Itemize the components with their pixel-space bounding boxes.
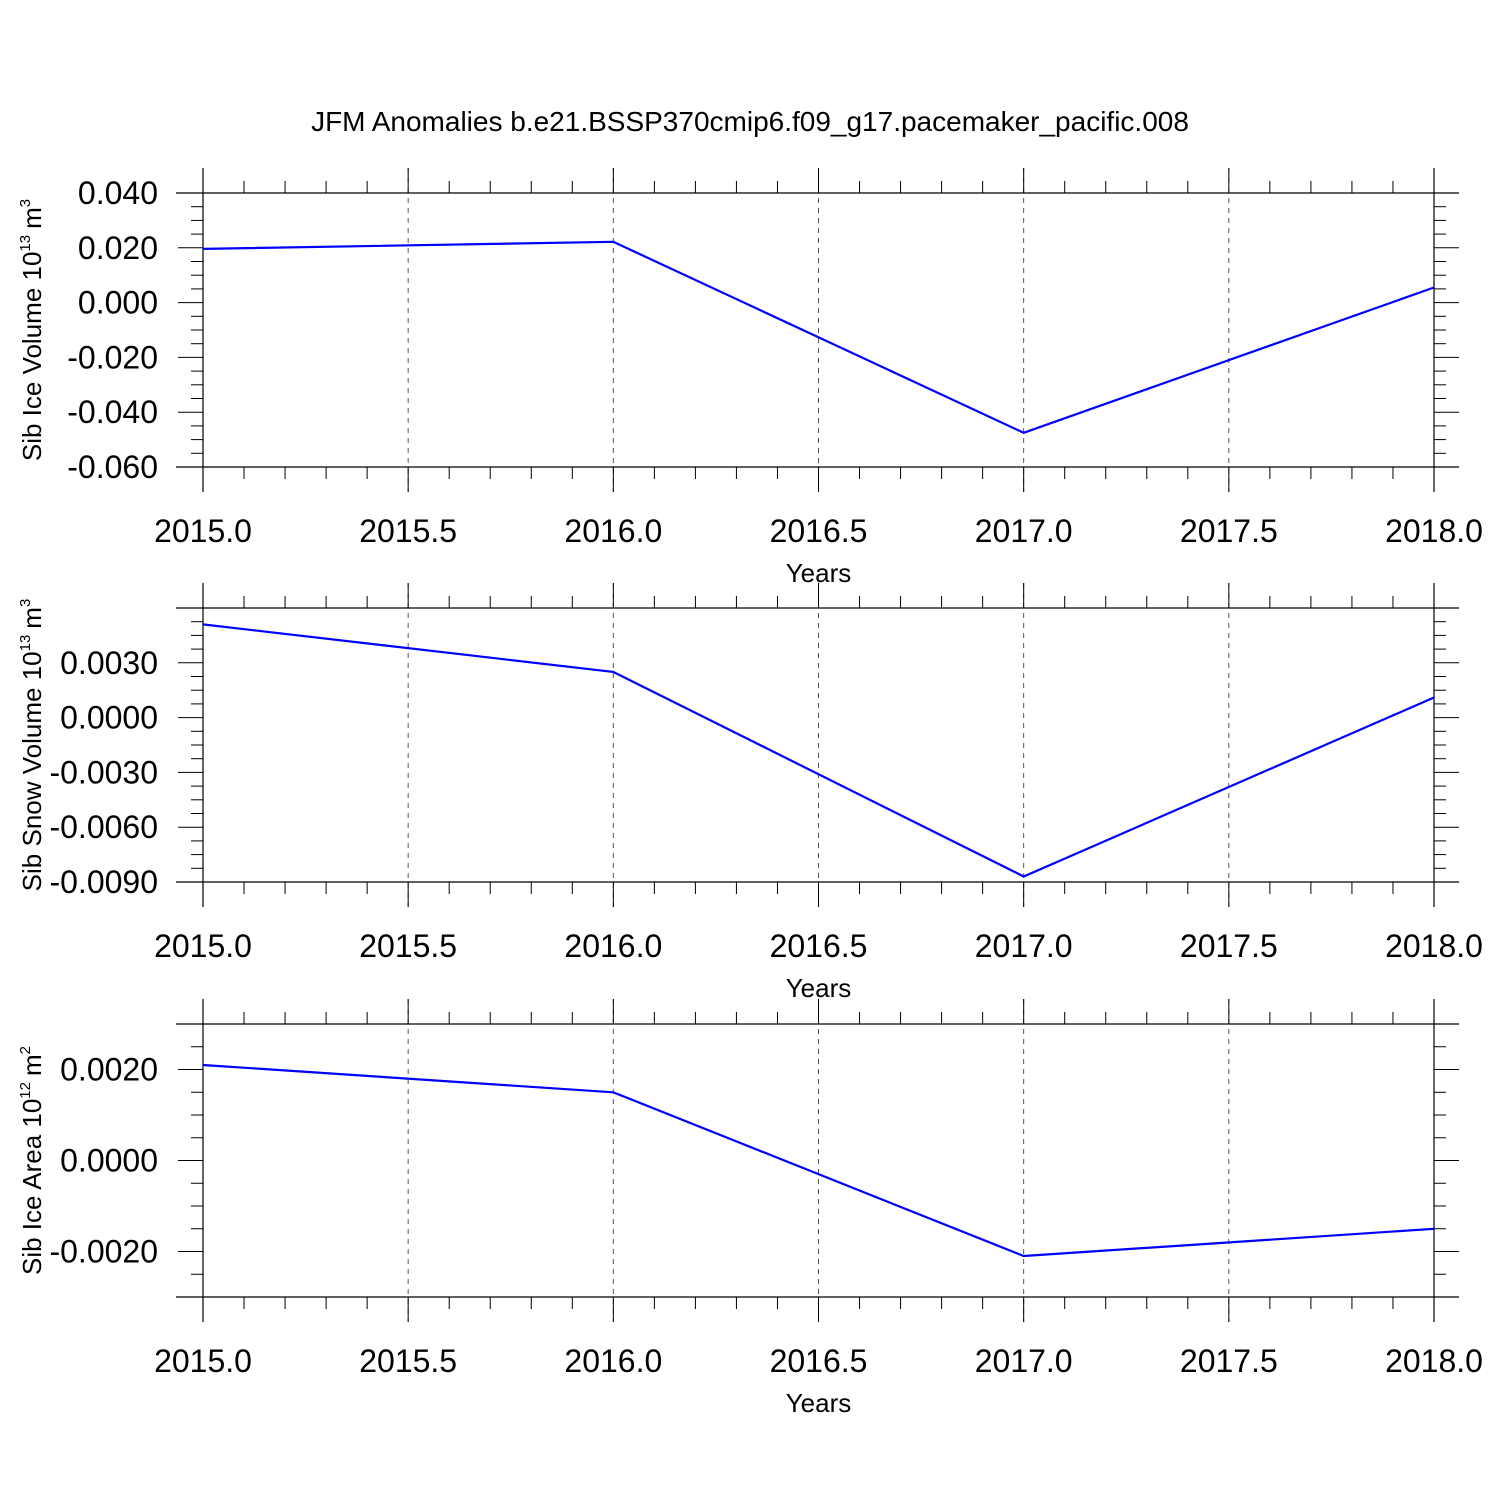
y-tick-label: -0.0060: [49, 809, 158, 845]
x-tick-label: 2016.5: [770, 928, 868, 964]
x-tick-label: 2015.5: [359, 1343, 457, 1379]
x-tick-label: 2015.5: [359, 513, 457, 549]
x-tick-label: 2017.5: [1180, 928, 1278, 964]
panel-1: 0.040 0.020 0.000 -0.020 -0.040 -0.060 2015.0 2…: [17, 168, 1483, 588]
y-tick-label: 0.0020: [60, 1052, 158, 1088]
x-axis-title: Years: [786, 1388, 852, 1418]
x-tick-label: 2017.5: [1180, 513, 1278, 549]
y-axis-title-unit-exponent: 3: [17, 599, 34, 607]
y-axis-title: Sib Snow Volume 1013 m3: [17, 599, 47, 892]
x-tick-label: 2016.0: [564, 513, 662, 549]
chart-title: JFM Anomalies b.e21.BSSP370cmip6.f09_g17…: [311, 106, 1189, 137]
y-tick-label: -0.0030: [49, 754, 158, 790]
y-axis-title-base: Sib Ice Volume 10: [17, 252, 47, 462]
y-tick-label: 0.0000: [60, 1143, 158, 1179]
y-axis-title-exponent: 12: [17, 1082, 34, 1099]
y-tick-label: -0.0090: [49, 864, 158, 900]
x-tick-label: 2015.0: [154, 1343, 252, 1379]
y-axis-title-unit-exponent: 2: [17, 1046, 34, 1054]
x-tick-label: 2017.0: [975, 928, 1073, 964]
y-tick-label: -0.040: [67, 394, 158, 430]
y-tick-label: 0.040: [78, 175, 158, 211]
y-axis-title-exponent: 13: [17, 635, 34, 652]
x-tick-label: 2015.0: [154, 513, 252, 549]
series-line: [202, 1063, 1435, 1258]
y-tick-label: -0.020: [67, 339, 158, 375]
x-axis-title: Years: [786, 973, 852, 1003]
x-tick-label: 2018.0: [1385, 1343, 1483, 1379]
y-tick-label: -0.060: [67, 449, 158, 485]
x-tick-label: 2016.5: [770, 513, 868, 549]
series-line: [202, 240, 1435, 434]
y-axis-title-exponent: 13: [17, 235, 34, 252]
y-axis-title: Sib Ice Volume 1013 m3: [17, 199, 47, 461]
x-tick-label: 2018.0: [1385, 513, 1483, 549]
x-tick-label: 2018.0: [1385, 928, 1483, 964]
y-axis-title-unit-exponent: 3: [17, 199, 34, 207]
x-tick-label: 2017.0: [975, 1343, 1073, 1379]
x-tick-label: 2017.5: [1180, 1343, 1278, 1379]
y-axis-title-base: Sib Ice Area 10: [17, 1099, 47, 1275]
y-tick-label: 0.0000: [60, 700, 158, 736]
y-tick-label: 0.000: [78, 285, 158, 321]
panel-2: 0.0030 0.0000 -0.0030 -0.0060 -0.0090 2015.0 2…: [17, 583, 1483, 1003]
x-tick-label: 2016.0: [564, 928, 662, 964]
x-tick-label: 2015.0: [154, 928, 252, 964]
series-line: [202, 623, 1435, 878]
y-axis-title-base: Sib Snow Volume 10: [17, 651, 47, 891]
y-axis-title-unit: m: [17, 607, 47, 629]
x-tick-label: 2016.0: [564, 1343, 662, 1379]
y-tick-label: -0.0020: [49, 1234, 158, 1270]
x-tick-label: 2016.5: [770, 1343, 868, 1379]
y-axis-title: Sib Ice Area 1012 m2: [17, 1046, 47, 1275]
y-axis-title-unit: m: [17, 1054, 47, 1076]
x-tick-label: 2015.5: [359, 928, 457, 964]
y-tick-label: 0.0030: [60, 645, 158, 681]
y-tick-label: 0.020: [78, 230, 158, 266]
x-tick-label: 2017.0: [975, 513, 1073, 549]
panel-3: 0.0020 0.0000 -0.0020 2015.0 2015.5 2016.0 201…: [17, 999, 1483, 1418]
y-axis-title-unit: m: [17, 207, 47, 229]
